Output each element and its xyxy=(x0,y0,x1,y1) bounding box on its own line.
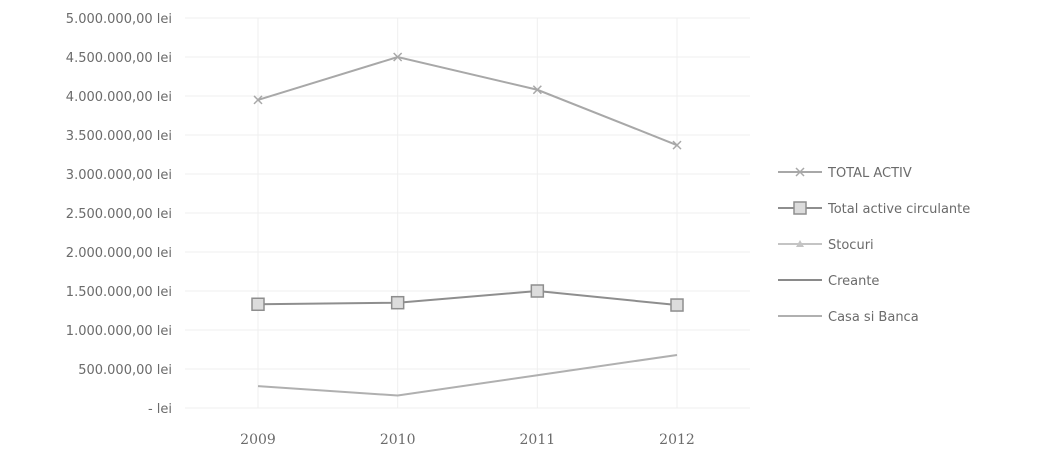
data-point xyxy=(670,298,684,312)
y-tick-label: 5.000.000,00 lei xyxy=(66,12,172,27)
series-line xyxy=(257,289,678,307)
legend-label: Total active circulante xyxy=(827,202,970,217)
y-tick-label: 4.000.000,00 lei xyxy=(66,90,172,105)
series-0 xyxy=(253,52,682,150)
series-1 xyxy=(251,284,684,312)
x-tick-label: 2011 xyxy=(520,432,556,448)
y-tick-label: 2.500.000,00 lei xyxy=(66,207,172,222)
data-point xyxy=(393,52,403,62)
legend-label: TOTAL ACTIV xyxy=(827,166,912,181)
legend-item: Stocuri xyxy=(778,238,874,253)
legend-label: Creante xyxy=(828,274,879,289)
data-point xyxy=(532,85,542,95)
legend-item: Casa si Banca xyxy=(778,310,919,325)
legend-label: Casa si Banca xyxy=(828,310,919,325)
grid xyxy=(185,17,750,409)
x-axis: 2009 2010 2011 2012 xyxy=(240,432,695,448)
y-tick-label: 500.000,00 lei xyxy=(78,363,172,378)
data-point xyxy=(390,295,405,310)
x-tick-label: 2012 xyxy=(659,432,695,448)
y-tick-label: - lei xyxy=(148,402,172,417)
series-line xyxy=(257,353,678,397)
data-point xyxy=(251,297,265,312)
data-point xyxy=(672,140,682,150)
y-tick-label: 3.500.000,00 lei xyxy=(66,129,172,144)
data-point xyxy=(530,284,545,298)
data-point xyxy=(253,95,263,105)
x-tick-label: 2009 xyxy=(240,432,276,448)
legend-item: TOTAL ACTIV xyxy=(778,166,912,181)
x-tick-label: 2010 xyxy=(380,432,416,448)
legend: TOTAL ACTIV Total active circulante Stocur… xyxy=(778,166,970,325)
y-tick-label: 2.000.000,00 lei xyxy=(66,246,172,261)
legend-item: Creante xyxy=(778,274,879,289)
series-4 xyxy=(257,353,678,397)
y-tick-label: 4.500.000,00 lei xyxy=(66,51,172,66)
y-tick-label: 1.500.000,00 lei xyxy=(66,285,172,300)
plot-area xyxy=(251,52,684,397)
legend-marker xyxy=(796,240,804,247)
series-line xyxy=(257,55,678,147)
legend-marker xyxy=(793,201,807,215)
y-tick-label: 1.000.000,00 lei xyxy=(66,324,172,339)
legend-marker xyxy=(795,167,805,177)
legend-label: Stocuri xyxy=(828,238,874,253)
y-tick-label: 3.000.000,00 lei xyxy=(66,168,172,183)
y-axis: 5.000.000,00 lei 4.500.000,00 lei 4.000.00… xyxy=(66,12,172,417)
legend-item: Total active circulante xyxy=(778,201,970,217)
